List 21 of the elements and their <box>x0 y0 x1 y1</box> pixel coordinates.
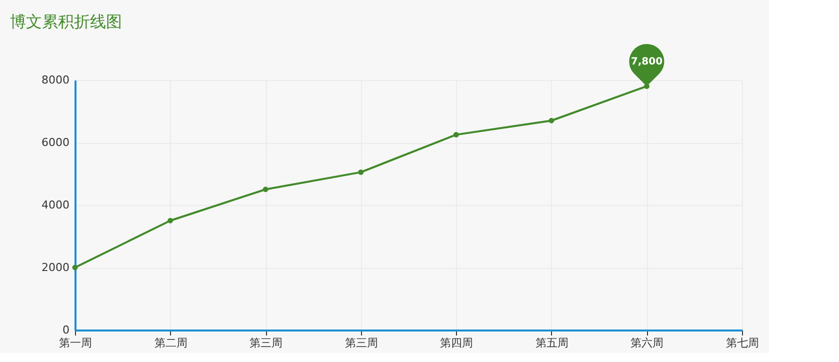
y-tick-label: 8000 <box>42 74 70 86</box>
x-tick-label: 第一周 <box>59 336 92 350</box>
y-tick-label: 0 <box>62 324 70 336</box>
point <box>453 132 459 138</box>
y-tick-label: 4000 <box>42 198 70 212</box>
annotation: 7,800 <box>630 56 663 68</box>
y-tick-label: 6000 <box>42 136 70 149</box>
x-tick-label: 第六周 <box>630 336 664 350</box>
y-tick-label: 2000 <box>42 261 70 274</box>
point <box>548 118 554 124</box>
x-tick-label: 第四周 <box>440 336 474 350</box>
point <box>262 186 268 192</box>
chart-title: 博文累积折线图 <box>10 12 122 32</box>
x-tick-label: 第七周 <box>726 336 759 350</box>
x-tick-label: 第二周 <box>154 336 188 350</box>
point <box>358 169 364 175</box>
x-tick-label: 第三周 <box>250 336 283 350</box>
x-tick-label: 第五周 <box>535 336 568 350</box>
point <box>72 264 78 270</box>
x-tick-label: 第三周 <box>344 336 378 350</box>
point <box>168 218 174 224</box>
